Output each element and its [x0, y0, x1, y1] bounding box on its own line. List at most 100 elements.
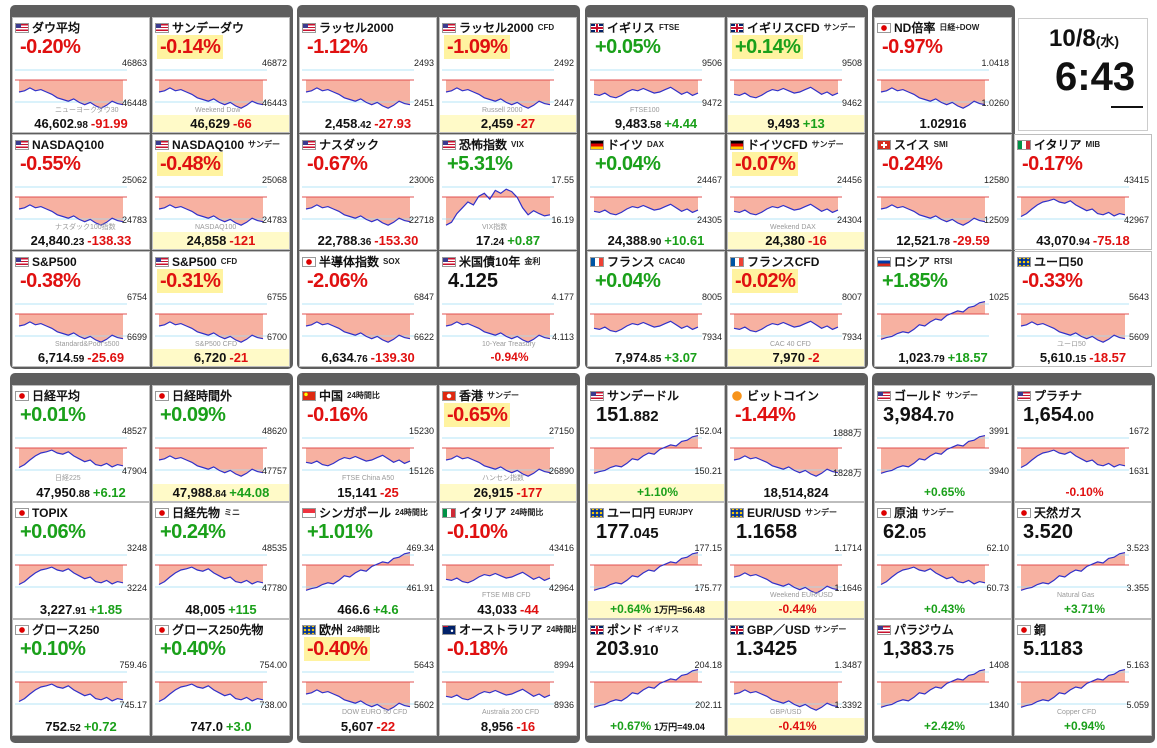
high-value: 48527 [121, 426, 147, 436]
price-line [733, 203, 839, 216]
market-tile[interactable]: イタリア MIB -0.17% 43415 42967 43,070.94 -75.18 [1014, 134, 1152, 250]
market-tile[interactable]: スイス SMI -0.24% 12580 12509 12,521.78 -29.59 [874, 134, 1012, 250]
tile-footer: 47,950.88 +6.12 [13, 484, 149, 501]
price-decimal: .91 [72, 606, 87, 617]
price-line [733, 572, 839, 594]
price-main: 48,005 [185, 602, 226, 617]
change-percent: -1.09% [444, 35, 511, 59]
low-value: 46443 [261, 98, 287, 108]
market-tile[interactable]: TOPIX +0.06% 3248 3224 3,227.91 +1.85 [12, 502, 150, 619]
flag-icon [877, 256, 891, 267]
market-tile[interactable]: CAC 40 CFD フランスCFD -0.02% 8007 7934 7,970 -2 [727, 251, 865, 367]
market-tile[interactable]: Copper CFD 銅 5.1183 5.163 5.059 +0.94% [1014, 619, 1152, 736]
clock-date-value: 10/8 [1049, 25, 1096, 52]
market-tile[interactable]: S&P500 CFD S&P500 CFD -0.31% 6755 6700 6,720 -2… [152, 251, 290, 367]
price-change: -16 [807, 233, 827, 248]
market-tile[interactable]: ロシア RTSI +1.85% 1025 1,023.79 +18.57 [874, 251, 1012, 367]
tile-header: GBP／USD サンデー [730, 622, 862, 637]
market-tile[interactable]: Australia 200 CFD オーストラリア 24時間比 -0.18% 8994 8… [439, 619, 577, 736]
market-tile[interactable]: 半導体指数 SOX -2.06% 6847 6622 6,634.76 -139.30 [299, 251, 437, 367]
chart-watermark: FTSE MIB CFD [482, 592, 531, 599]
market-tile[interactable]: 日経225 日経平均 +0.01% 48527 47904 47,950.88 +6.12 [12, 385, 150, 502]
market-tile[interactable]: 日経先物 ミニ +0.24% 48535 47780 48,005 +115 [152, 502, 290, 619]
price-decimal: .79 [930, 354, 945, 365]
change-percent: -0.40% [304, 637, 371, 661]
chart-area [306, 80, 410, 109]
market-tile[interactable]: Natural Gas 天然ガス 3.520 3.523 3.355 +3.71% [1014, 502, 1152, 619]
market-tile[interactable]: ナスダック -0.67% 23006 22718 22,788.36 -153.30 [299, 134, 437, 250]
market-tile[interactable]: プラチナ 1,654.00 1672 1631 -0.10% [1014, 385, 1152, 502]
tile-footer: 8,956 -16 [440, 718, 576, 735]
price-line [445, 571, 551, 584]
price: 17.24 [476, 233, 504, 248]
market-tile[interactable]: NASDAQ100 NASDAQ100 サンデー -0.48% 25068 24783 24… [152, 134, 290, 250]
flag-icon [590, 139, 604, 150]
tile-subtitle: CFD [220, 257, 238, 266]
market-tile[interactable]: Standard&Poor's500 S&P500 -0.38% 6754 6699 6,… [12, 251, 150, 367]
market-tile[interactable]: Weekend DAX ドイツCFD サンデー -0.07% 24456 24304 24,… [727, 134, 865, 250]
market-tile[interactable]: グロース250 +0.10% 759.46 745.17 752.52 +0.72 [12, 619, 150, 736]
change-percent: +5.31% [447, 153, 513, 175]
price-line [1020, 669, 1126, 708]
market-tile[interactable]: 原油 サンデー 62.05 62.10 60.73 +0.43% [874, 502, 1012, 619]
market-tile[interactable]: ナスダック100指数 NASDAQ100 -0.55% 25062 24783 24,84… [12, 134, 150, 250]
change-percent: +0.09% [160, 404, 226, 426]
change-percent: +1.01% [307, 521, 373, 543]
market-tile[interactable]: ND倍率 日経÷DOW -0.97% 1.0418 1.0260 1.02916 [874, 17, 1012, 133]
market-tile[interactable]: ユーロ50 ユーロ50 -0.33% 5643 5609 5,610.15 -18.57 [1014, 251, 1152, 367]
tile-header: EUR/USD サンデー [730, 505, 862, 520]
market-tile[interactable]: イギリスCFD サンデー +0.14% 9508 9462 9,493 +13 [727, 17, 865, 133]
market-tile[interactable]: ユーロ円 EUR/JPY 177.045 177.15 175.77 +0.64% 1万円=… [587, 502, 725, 619]
flag-icon [155, 256, 169, 267]
mini-chart [730, 437, 842, 477]
mini-chart [155, 671, 267, 705]
price-change: +0.65% [923, 485, 966, 499]
market-tile[interactable]: サンデードル 151.882 152.04 150.21 +1.10% [587, 385, 725, 502]
market-tile[interactable]: 10-Year Treasury 米国債10年 金利 4.125 4.177 4.113-… [439, 251, 577, 367]
market-tile[interactable]: ビットコイン -1.44% 1888万 1828万 18,514,824 [727, 385, 865, 502]
flag-icon [15, 390, 29, 401]
market-tile[interactable]: ニューヨークダウ30 ダウ平均 -0.20% 46863 46448 46,602.98-… [12, 17, 150, 133]
price-change: +44.08 [229, 485, 270, 500]
market-tile[interactable]: Weekend Dow サンデーダウ -0.14% 46872 46443 46,629-… [152, 17, 290, 133]
tile-header: 銅 [1017, 622, 1149, 637]
market-tile[interactable]: FTSE China A50 中国 24時間比 -0.16% 15230 15126 15,… [299, 385, 437, 502]
market-tile[interactable]: VIX指数 恐怖指数 VIX +5.31% 17.55 16.19 17.24 +0.87 [439, 134, 577, 250]
mini-chart [302, 186, 414, 226]
market-tile[interactable]: ポンド イギリス 203.910 204.18 202.11 +0.67% 1万円=49.0… [587, 619, 725, 736]
price: 7,974.85 [615, 350, 661, 365]
tile-name: 香港 [459, 389, 484, 403]
market-tile[interactable]: FTSE MIB CFD イタリア 24時間比 -0.10% 43416 42964 43,… [439, 502, 577, 619]
market-tile[interactable]: パラジウム 1,383.75 1408 1340 +2.42% [874, 619, 1012, 736]
mini-chart [155, 554, 267, 588]
market-tile[interactable]: DOW EURO 50 CFD 欧州 24時間比 -0.40% 5643 5602 5,60… [299, 619, 437, 736]
market-tile[interactable]: ラッセル2000 -1.12% 2493 2451 2,458.42 -27.93 [299, 17, 437, 133]
market-tile[interactable]: FTSE100 イギリス FTSE +0.05% 9506 9472 9,483.58 +4.… [587, 17, 725, 133]
flag-icon [155, 507, 169, 518]
market-tile[interactable]: ゴールド サンデー 3,984.70 3991 3940 +0.65% [874, 385, 1012, 502]
tile-name: 日経平均 [32, 389, 81, 403]
price-line [445, 321, 551, 343]
tile-footer: +0.67% 1万円=49.04 [588, 718, 724, 735]
market-tile[interactable]: フランス CAC40 +0.04% 8005 7934 7,974.85 +3.07 [587, 251, 725, 367]
market-tile[interactable]: グロース250先物 +0.40% 754.00 738.00 747.0 +3.0 [152, 619, 290, 736]
market-tile[interactable]: 日経時間外 +0.09% 48620 47757 47,988.84 +44.08 [152, 385, 290, 502]
tile-footer: 466.6 +4.6 [300, 601, 436, 618]
market-tile[interactable]: GBP/USD GBP／USD サンデー 1.3425 1.3487 1.3392 -0.4… [727, 619, 865, 736]
price-change: +0.64% [610, 602, 652, 616]
high-value: 204.18 [694, 660, 722, 670]
flag-icon [590, 22, 604, 33]
tile-subtitle: サンデー [487, 391, 520, 400]
price: 24,858 [187, 233, 227, 248]
market-tile[interactable]: Russell 2000 ラッセル2000 CFD -1.09% 2492 2447 2,4… [439, 17, 577, 133]
chart-area [306, 448, 410, 466]
tile-footer: 9,493 +13 [728, 115, 864, 132]
mini-chart: Russell 2000 [442, 69, 554, 114]
market-tile[interactable]: ハンセン指数 香港 サンデー -0.65% 27150 26890 26,915 -177 [439, 385, 577, 502]
change-percent: +0.06% [20, 521, 86, 543]
market-tile[interactable]: Weekend EUR/USD EUR/USD サンデー 1.1658 1.1714 1.… [727, 502, 865, 619]
price-change: -121 [229, 233, 256, 248]
market-tile[interactable]: シンガポール 24時間比 +1.01% 469.34 461.91 466.6 +4.6 [299, 502, 437, 619]
market-tile[interactable]: ドイツ DAX +0.04% 24467 24305 24,388.90 +10.61 [587, 134, 725, 250]
flag-icon [590, 390, 604, 401]
